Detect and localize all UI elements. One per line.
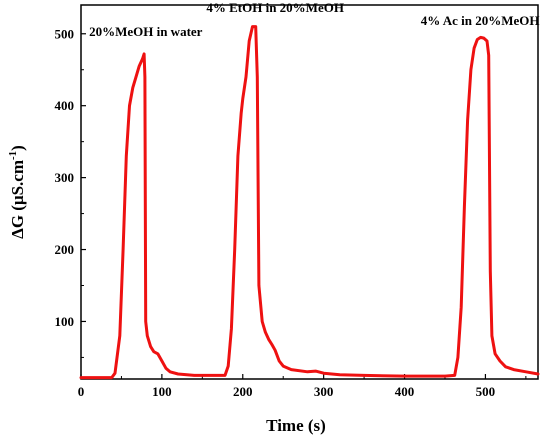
peak-annotation: 4% Ac in 20%MeOH [421, 13, 540, 28]
series-line [79, 25, 540, 380]
x-tick-label: 300 [314, 384, 334, 399]
x-tick-label: 200 [233, 384, 253, 399]
y-axis-title-suffix: ) [8, 145, 27, 151]
x-axis-ticks: 0 100 200 300 400 500 [78, 374, 527, 399]
plot-frame [80, 4, 539, 380]
series-layer [79, 25, 540, 380]
y-tick-label: 300 [55, 170, 75, 185]
x-axis-title: Time (s) [266, 416, 326, 435]
y-axis-title-prefix: ΔG (μS.cm [8, 160, 27, 239]
x-tick-label: 400 [395, 384, 415, 399]
y-tick-label: 200 [55, 242, 75, 257]
y-tick-label: 400 [55, 98, 75, 113]
y-axis-title: ΔG (μS.cm-1) [7, 145, 27, 239]
y-tick-label: 500 [55, 26, 75, 41]
peak-annotation: 20%MeOH in water [89, 24, 203, 39]
x-tick-label: 100 [152, 384, 172, 399]
y-axis-title-superscript: -1 [7, 151, 19, 160]
peak-annotation: 4% EtOH in 20%MeOH [206, 0, 344, 15]
y-axis-ticks: 100 200 300 400 500 [55, 26, 86, 358]
y-tick-label: 100 [55, 314, 75, 329]
x-tick-label: 500 [476, 384, 496, 399]
x-tick-label: 0 [78, 384, 85, 399]
